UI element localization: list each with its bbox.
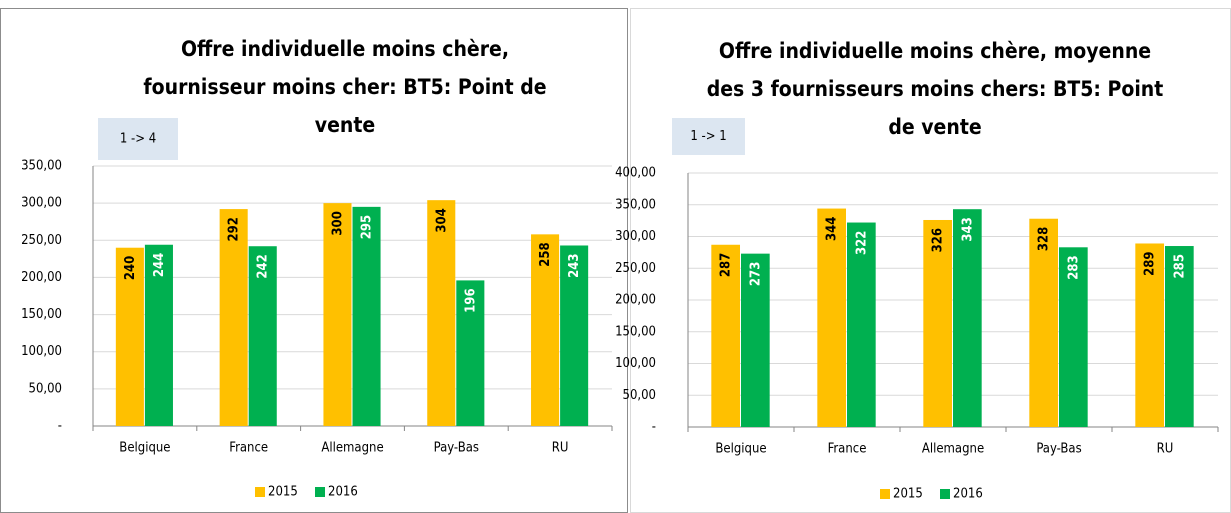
y-tick-label: - xyxy=(652,420,656,435)
bar xyxy=(323,203,352,426)
value-label: 343 xyxy=(960,217,975,241)
value-label: 258 xyxy=(538,242,553,266)
bar xyxy=(248,246,277,426)
value-label: 326 xyxy=(931,228,946,252)
bar xyxy=(1059,247,1088,427)
y-tick-label: - xyxy=(58,419,62,434)
value-label: 244 xyxy=(152,253,167,277)
x-tick-label: France xyxy=(828,442,867,457)
legend-label: 2015 xyxy=(268,485,298,500)
bar xyxy=(352,206,381,426)
bar xyxy=(817,208,846,427)
legend-label: 2015 xyxy=(893,487,923,502)
y-tick-label: 350,00 xyxy=(21,159,62,174)
bar xyxy=(711,244,740,427)
panel-left xyxy=(0,8,628,513)
y-tick-label: 300,00 xyxy=(615,229,656,244)
legend-swatch xyxy=(940,489,950,499)
value-label: 289 xyxy=(1143,251,1158,275)
x-tick-label: Belgique xyxy=(715,442,766,457)
x-tick-label: Allemagne xyxy=(922,442,984,457)
legend-label: 2016 xyxy=(953,487,983,502)
y-tick-label: 250,00 xyxy=(615,261,656,276)
annotation-box xyxy=(672,118,745,155)
chart-title: vente xyxy=(315,113,375,137)
annotation: 1 -> 4 xyxy=(120,132,156,147)
x-tick-label: France xyxy=(229,441,268,456)
x-tick-label: Pay-Bas xyxy=(1036,442,1081,457)
y-tick-label: 250,00 xyxy=(21,233,62,248)
x-tick-label: Belgique xyxy=(119,441,170,456)
value-label: 287 xyxy=(719,253,734,277)
chart-title: Offre individuelle moins chère, xyxy=(181,37,509,61)
x-tick-label: RU xyxy=(552,441,569,456)
value-label: 322 xyxy=(854,231,869,255)
bar xyxy=(427,200,456,426)
x-tick-label: Allemagne xyxy=(321,441,383,456)
bar xyxy=(741,253,770,427)
bar xyxy=(923,219,952,427)
bar xyxy=(144,244,173,426)
value-label: 196 xyxy=(463,288,478,312)
y-tick-label: 150,00 xyxy=(615,324,656,339)
y-tick-label: 400,00 xyxy=(615,166,656,181)
bar xyxy=(1029,218,1058,427)
y-tick-label: 200,00 xyxy=(615,293,656,308)
y-tick-label: 300,00 xyxy=(21,196,62,211)
y-tick-label: 50,00 xyxy=(29,381,62,396)
legend-swatch xyxy=(315,487,325,497)
value-label: 285 xyxy=(1172,254,1187,278)
y-tick-label: 200,00 xyxy=(21,270,62,285)
x-tick-label: Pay-Bas xyxy=(434,441,479,456)
chart-title: fournisseur moins cher: BT5: Point de xyxy=(143,75,546,99)
bar xyxy=(115,247,144,426)
annotation: 1 -> 1 xyxy=(690,129,726,144)
bar xyxy=(1135,243,1164,427)
y-tick-label: 350,00 xyxy=(615,197,656,212)
chart-title: Offre individuelle moins chère, moyenne xyxy=(719,39,1151,63)
value-label: 242 xyxy=(256,254,271,278)
bar xyxy=(456,280,485,426)
bar xyxy=(1165,246,1194,427)
bar xyxy=(560,245,589,426)
y-tick-label: 50,00 xyxy=(623,388,656,403)
value-label: 328 xyxy=(1037,227,1052,251)
x-tick-label: RU xyxy=(1157,442,1174,457)
y-tick-label: 100,00 xyxy=(615,356,656,371)
legend-swatch xyxy=(255,487,265,497)
bar xyxy=(847,222,876,427)
value-label: 295 xyxy=(360,215,375,239)
value-label: 240 xyxy=(123,256,138,280)
value-label: 292 xyxy=(227,217,242,241)
bar xyxy=(953,209,982,427)
value-label: 344 xyxy=(825,217,840,241)
y-tick-label: 150,00 xyxy=(21,307,62,322)
legend-swatch xyxy=(880,489,890,499)
y-tick-label: 100,00 xyxy=(21,344,62,359)
value-label: 283 xyxy=(1066,255,1081,279)
chart-title: des 3 fournisseurs moins chers: BT5: Poi… xyxy=(707,77,1164,101)
bar xyxy=(531,234,560,426)
chart-title: de vente xyxy=(888,115,981,139)
bar xyxy=(219,209,248,426)
value-label: 300 xyxy=(330,211,345,235)
value-label: 273 xyxy=(748,262,763,286)
value-label: 243 xyxy=(567,253,582,277)
legend-label: 2016 xyxy=(328,485,358,500)
value-label: 304 xyxy=(434,208,449,232)
annotation-box xyxy=(98,118,178,160)
